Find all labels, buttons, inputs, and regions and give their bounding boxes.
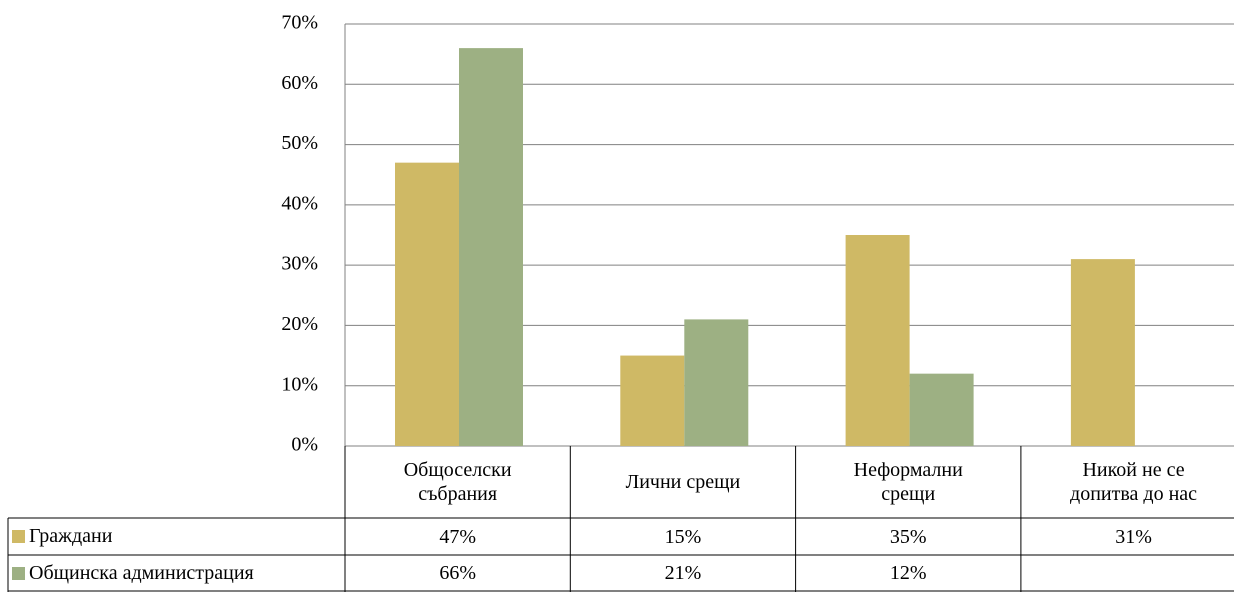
y-tick-label: 40% bbox=[281, 192, 318, 214]
value-label: 66% bbox=[345, 555, 570, 591]
y-tick-label: 0% bbox=[291, 434, 318, 456]
y-tick-label: 10% bbox=[281, 373, 318, 395]
legend-swatch bbox=[12, 530, 25, 543]
legend-swatch bbox=[12, 566, 25, 580]
category-label: Никой не се допитва до нас bbox=[1021, 446, 1234, 518]
category-label: Неформални срещи bbox=[796, 446, 1021, 518]
bar bbox=[395, 162, 459, 446]
bar bbox=[1070, 259, 1135, 446]
value-label-text: 35% bbox=[889, 525, 927, 548]
legend-label: Граждани bbox=[29, 525, 113, 547]
value-label-text: 31% bbox=[1115, 525, 1152, 548]
y-tick-label: 70% bbox=[281, 12, 318, 34]
bar bbox=[909, 373, 974, 446]
bar bbox=[845, 235, 910, 446]
value-label-text: 66% bbox=[439, 562, 476, 584]
value-label: 35% bbox=[796, 518, 1021, 555]
value-label-text: 47% bbox=[439, 525, 476, 548]
category-label: Лични срещи bbox=[570, 446, 795, 518]
category-label-text: Общоселски събрания bbox=[403, 459, 512, 505]
value-label: 47% bbox=[345, 518, 570, 555]
value-label-text: 15% bbox=[664, 525, 702, 548]
category-label-text: Неформални срещи bbox=[853, 459, 963, 505]
bar bbox=[684, 319, 749, 446]
value-label-text: 21% bbox=[664, 562, 702, 584]
legend-label: Общинска администрация bbox=[29, 561, 254, 584]
y-tick-label: 50% bbox=[281, 132, 318, 154]
value-label: 21% bbox=[570, 555, 795, 591]
value-label: 31% bbox=[1021, 518, 1234, 555]
bar bbox=[459, 48, 523, 446]
value-label: 15% bbox=[570, 518, 795, 555]
bar bbox=[620, 355, 685, 446]
category-label: Общоселски събрания bbox=[345, 446, 570, 518]
legend-item: Граждани bbox=[12, 518, 112, 555]
y-tick-label: 30% bbox=[281, 253, 318, 275]
y-tick-label: 20% bbox=[281, 313, 318, 335]
category-label-text: Лични срещи bbox=[625, 471, 741, 493]
y-tick-label: 60% bbox=[281, 72, 318, 94]
legend-item: Общинска администрация bbox=[12, 555, 254, 591]
value-label-text: 12% bbox=[889, 562, 927, 584]
value-label: 12% bbox=[796, 555, 1021, 591]
category-label-text: Никой не се допитва до нас bbox=[1070, 459, 1198, 505]
